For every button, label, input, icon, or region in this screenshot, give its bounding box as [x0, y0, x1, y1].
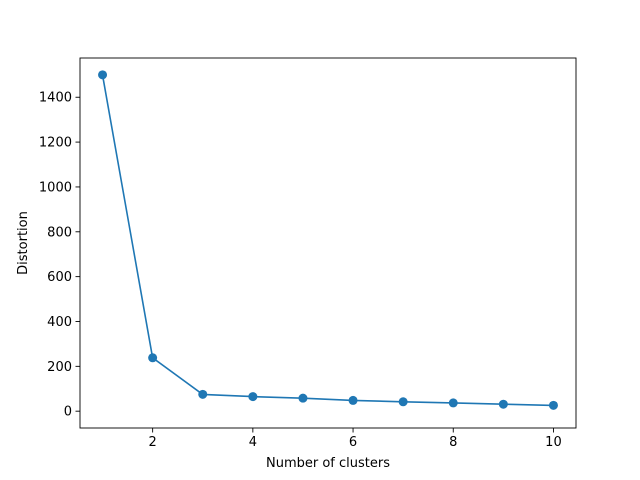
- data-point: [148, 353, 158, 363]
- x-tick-label: 8: [449, 435, 457, 450]
- y-tick-label: 1400: [39, 91, 72, 106]
- data-point: [448, 398, 458, 408]
- y-axis-label: Distortion: [16, 211, 31, 275]
- data-point: [98, 70, 108, 80]
- data-point: [398, 397, 408, 407]
- x-tick-label: 6: [349, 435, 357, 450]
- y-tick-label: 800: [47, 225, 72, 240]
- x-axis-label: Number of clusters: [266, 456, 390, 471]
- y-tick-label: 1200: [39, 136, 72, 151]
- distortion-points: [98, 70, 558, 410]
- distortion-line: [101, 74, 554, 407]
- y-tick-label: 0: [64, 405, 72, 420]
- x-tick-label: 2: [149, 435, 157, 450]
- data-point: [498, 399, 508, 409]
- data-point: [548, 400, 558, 410]
- plot-frame: [79, 57, 577, 429]
- plot-area: [80, 58, 576, 428]
- y-tick-label: 1000: [39, 180, 72, 195]
- x-tick-label: 10: [545, 435, 562, 450]
- data-point: [198, 389, 208, 399]
- y-tick-label: 200: [47, 360, 72, 375]
- data-point: [348, 395, 358, 405]
- x-axis-ticks: 2 4 6 8 10: [149, 428, 562, 450]
- y-tick-label: 600: [47, 270, 72, 285]
- y-tick-label: 400: [47, 315, 72, 330]
- x-tick-label: 4: [249, 435, 257, 450]
- data-point: [298, 393, 308, 403]
- data-point: [248, 392, 258, 402]
- y-axis-ticks: 0 200 400 600 800 1000 1200 1400: [39, 91, 80, 420]
